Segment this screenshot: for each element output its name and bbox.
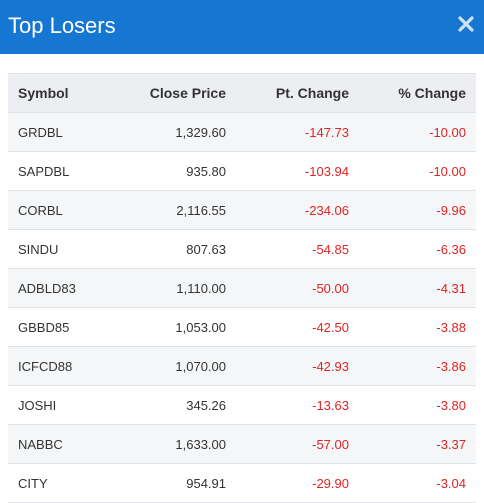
pt-change-cell: -13.63 — [236, 385, 359, 425]
symbol-cell[interactable]: NABBC — [8, 424, 118, 464]
pct-change-cell: -3.88 — [359, 307, 476, 347]
pt-change-cell: -147.73 — [236, 112, 359, 152]
close-price-cell: 1,053.00 — [118, 307, 236, 347]
table-header-row: Symbol Close Price Pt. Change % Change — [8, 73, 476, 113]
close-price-cell: 1,633.00 — [118, 424, 236, 464]
close-price-cell: 1,329.60 — [118, 112, 236, 152]
close-button[interactable] — [458, 16, 474, 32]
close-price-cell: 1,070.00 — [118, 346, 236, 386]
symbol-cell[interactable]: GBBD85 — [8, 307, 118, 347]
close-price-cell: 954.91 — [118, 463, 236, 503]
close-price-cell: 935.80 — [118, 151, 236, 191]
table-row[interactable]: GBBD85 1,053.00 -42.50 -3.88 — [8, 307, 476, 347]
close-icon — [458, 16, 474, 32]
column-header-close-price[interactable]: Close Price — [118, 73, 236, 113]
table-row[interactable]: SINDU 807.63 -54.85 -6.36 — [8, 229, 476, 269]
top-losers-table-container: Symbol Close Price Pt. Change % Change G… — [8, 73, 476, 503]
pct-change-cell: -10.00 — [359, 112, 476, 152]
table-row[interactable]: CITY 954.91 -29.90 -3.04 — [8, 463, 476, 503]
pt-change-cell: -103.94 — [236, 151, 359, 191]
modal-title: Top Losers — [8, 13, 116, 38]
close-price-cell: 807.63 — [118, 229, 236, 269]
pct-change-cell: -6.36 — [359, 229, 476, 269]
close-price-cell: 345.26 — [118, 385, 236, 425]
top-losers-table: Symbol Close Price Pt. Change % Change G… — [8, 73, 476, 503]
symbol-cell[interactable]: CORBL — [8, 190, 118, 230]
table-row[interactable]: ICFCD88 1,070.00 -42.93 -3.86 — [8, 346, 476, 386]
symbol-cell[interactable]: ICFCD88 — [8, 346, 118, 386]
pt-change-cell: -50.00 — [236, 268, 359, 308]
symbol-cell[interactable]: JOSHI — [8, 385, 118, 425]
pt-change-cell: -57.00 — [236, 424, 359, 464]
symbol-cell[interactable]: GRDBL — [8, 112, 118, 152]
column-header-symbol[interactable]: Symbol — [8, 73, 118, 113]
pt-change-cell: -42.93 — [236, 346, 359, 386]
pt-change-cell: -29.90 — [236, 463, 359, 503]
symbol-cell[interactable]: SINDU — [8, 229, 118, 269]
pct-change-cell: -3.86 — [359, 346, 476, 386]
pct-change-cell: -3.80 — [359, 385, 476, 425]
table-row[interactable]: CORBL 2,116.55 -234.06 -9.96 — [8, 190, 476, 230]
table-row[interactable]: NABBC 1,633.00 -57.00 -3.37 — [8, 424, 476, 464]
close-price-cell: 2,116.55 — [118, 190, 236, 230]
column-header-pt-change[interactable]: Pt. Change — [236, 73, 359, 113]
table-row[interactable]: JOSHI 345.26 -13.63 -3.80 — [8, 385, 476, 425]
modal-header: Top Losers — [0, 0, 484, 54]
symbol-cell[interactable]: CITY — [8, 463, 118, 503]
table-row[interactable]: ADBLD83 1,110.00 -50.00 -4.31 — [8, 268, 476, 308]
pct-change-cell: -4.31 — [359, 268, 476, 308]
table-row[interactable]: SAPDBL 935.80 -103.94 -10.00 — [8, 151, 476, 191]
pt-change-cell: -54.85 — [236, 229, 359, 269]
pct-change-cell: -9.96 — [359, 190, 476, 230]
close-price-cell: 1,110.00 — [118, 268, 236, 308]
table-row[interactable]: GRDBL 1,329.60 -147.73 -10.00 — [8, 112, 476, 152]
pct-change-cell: -3.37 — [359, 424, 476, 464]
pt-change-cell: -234.06 — [236, 190, 359, 230]
column-header-pct-change[interactable]: % Change — [359, 73, 476, 113]
pct-change-cell: -3.04 — [359, 463, 476, 503]
symbol-cell[interactable]: ADBLD83 — [8, 268, 118, 308]
pt-change-cell: -42.50 — [236, 307, 359, 347]
symbol-cell[interactable]: SAPDBL — [8, 151, 118, 191]
pct-change-cell: -10.00 — [359, 151, 476, 191]
